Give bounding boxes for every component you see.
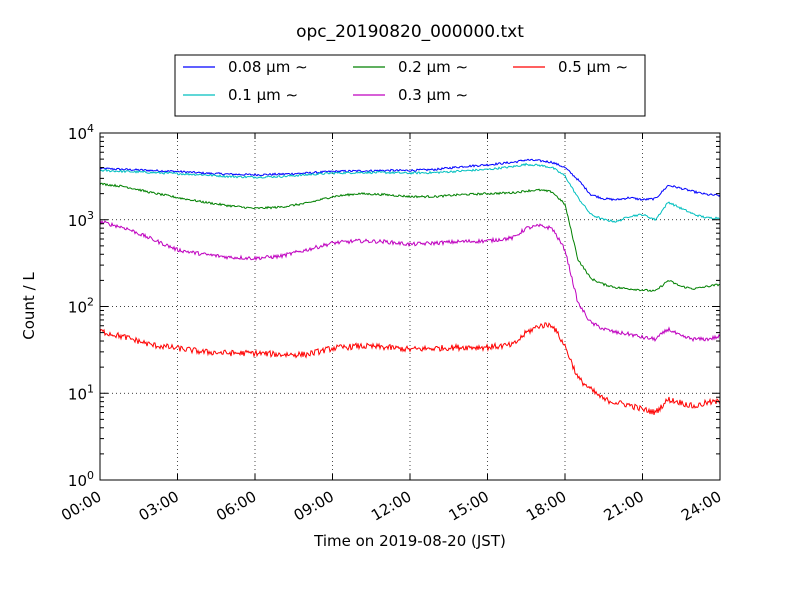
series-line [99, 162, 721, 223]
series-line [99, 219, 721, 343]
x-tick-label: 18:00 [523, 487, 569, 524]
legend-entry: 0.08 μm ∼ [228, 58, 308, 76]
legend: 0.08 μm ∼ 0.1 μm ∼ 0.2 μm ∼ 0.3 μm ∼ 0.5 μm … [174, 54, 646, 117]
y-axis-label: Count / L [20, 272, 38, 340]
y-tick-label: 102 [68, 296, 94, 317]
series-line [99, 322, 721, 416]
x-tick-label: 24:00 [678, 487, 724, 524]
legend-entry: 0.1 μm ∼ [228, 86, 298, 104]
x-tick-label: 21:00 [601, 487, 647, 524]
series-line [99, 182, 721, 292]
x-tick-label: 09:00 [291, 487, 337, 524]
y-tick-label: 104 [68, 122, 94, 143]
tick-layer [99, 132, 721, 481]
legend-entry: 0.2 μm ∼ [398, 58, 468, 76]
x-tick-labels: 00:00 03:00 06:00 09:00 12:00 15:00 18:00 21:00… [58, 487, 724, 524]
x-tick-label: 03:00 [136, 487, 182, 524]
legend-entry: 0.3 μm ∼ [398, 86, 468, 104]
x-tick-label: 06:00 [213, 487, 259, 524]
y-tick-label: 100 [68, 469, 94, 490]
series-layer [99, 158, 721, 416]
x-tick-label: 12:00 [368, 487, 414, 524]
x-axis-label: Time on 2019-08-20 (JST) [313, 532, 506, 550]
legend-box [174, 54, 646, 117]
x-tick-label: 15:00 [446, 487, 492, 524]
series-line [99, 158, 721, 202]
x-tick-label: 00:00 [58, 487, 104, 524]
y-tick-labels: 100 101 102 103 104 [68, 122, 94, 490]
y-tick-label: 101 [68, 382, 94, 403]
y-tick-label: 103 [68, 209, 94, 230]
legend-entry: 0.5 μm ∼ [558, 58, 628, 76]
grid-layer [100, 133, 720, 480]
chart-title: opc_20190820_000000.txt [296, 22, 524, 42]
